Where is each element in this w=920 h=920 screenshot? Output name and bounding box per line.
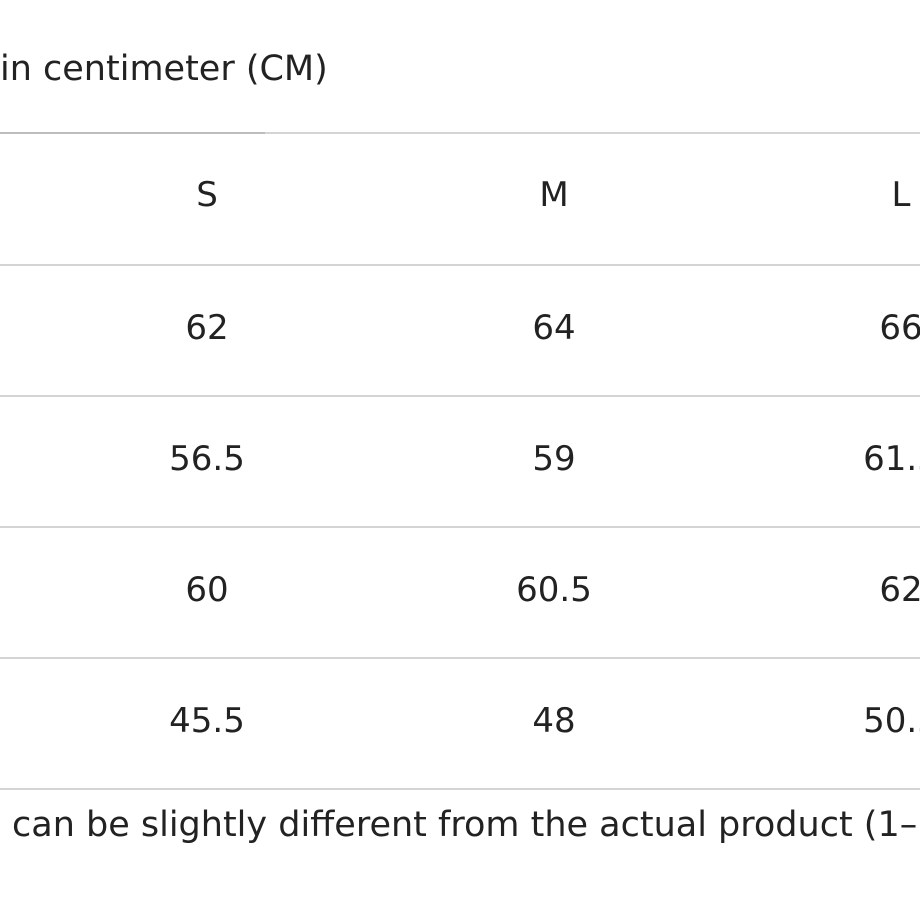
header-cell: L [891, 175, 911, 215]
table-cell: 60.5 [516, 570, 592, 610]
table-cell: 60 [185, 570, 229, 610]
table-cell: 56.5 [169, 439, 245, 479]
table-rule [0, 132, 920, 134]
header-cell: M [539, 175, 569, 215]
table-rule-accent [0, 132, 265, 134]
footnote: can be slightly different from the actua… [12, 805, 918, 845]
table-cell: 66 [879, 308, 920, 348]
caption: in centimeter (CM) [0, 49, 328, 89]
table-cell: 59 [532, 439, 576, 479]
table-cell: 62 [185, 308, 229, 348]
table-rule [0, 395, 920, 397]
header-cell: S [196, 175, 218, 215]
table-cell: 62 [879, 570, 920, 610]
table-cell: 48 [532, 701, 576, 741]
table-rule [0, 657, 920, 659]
table-cell: 61.5 [863, 439, 920, 479]
table-rule [0, 526, 920, 528]
table-cell: 45.5 [169, 701, 245, 741]
table-rule [0, 264, 920, 266]
table-rule [0, 788, 920, 790]
table-cell: 50.5 [863, 701, 920, 741]
table-cell: 64 [532, 308, 576, 348]
